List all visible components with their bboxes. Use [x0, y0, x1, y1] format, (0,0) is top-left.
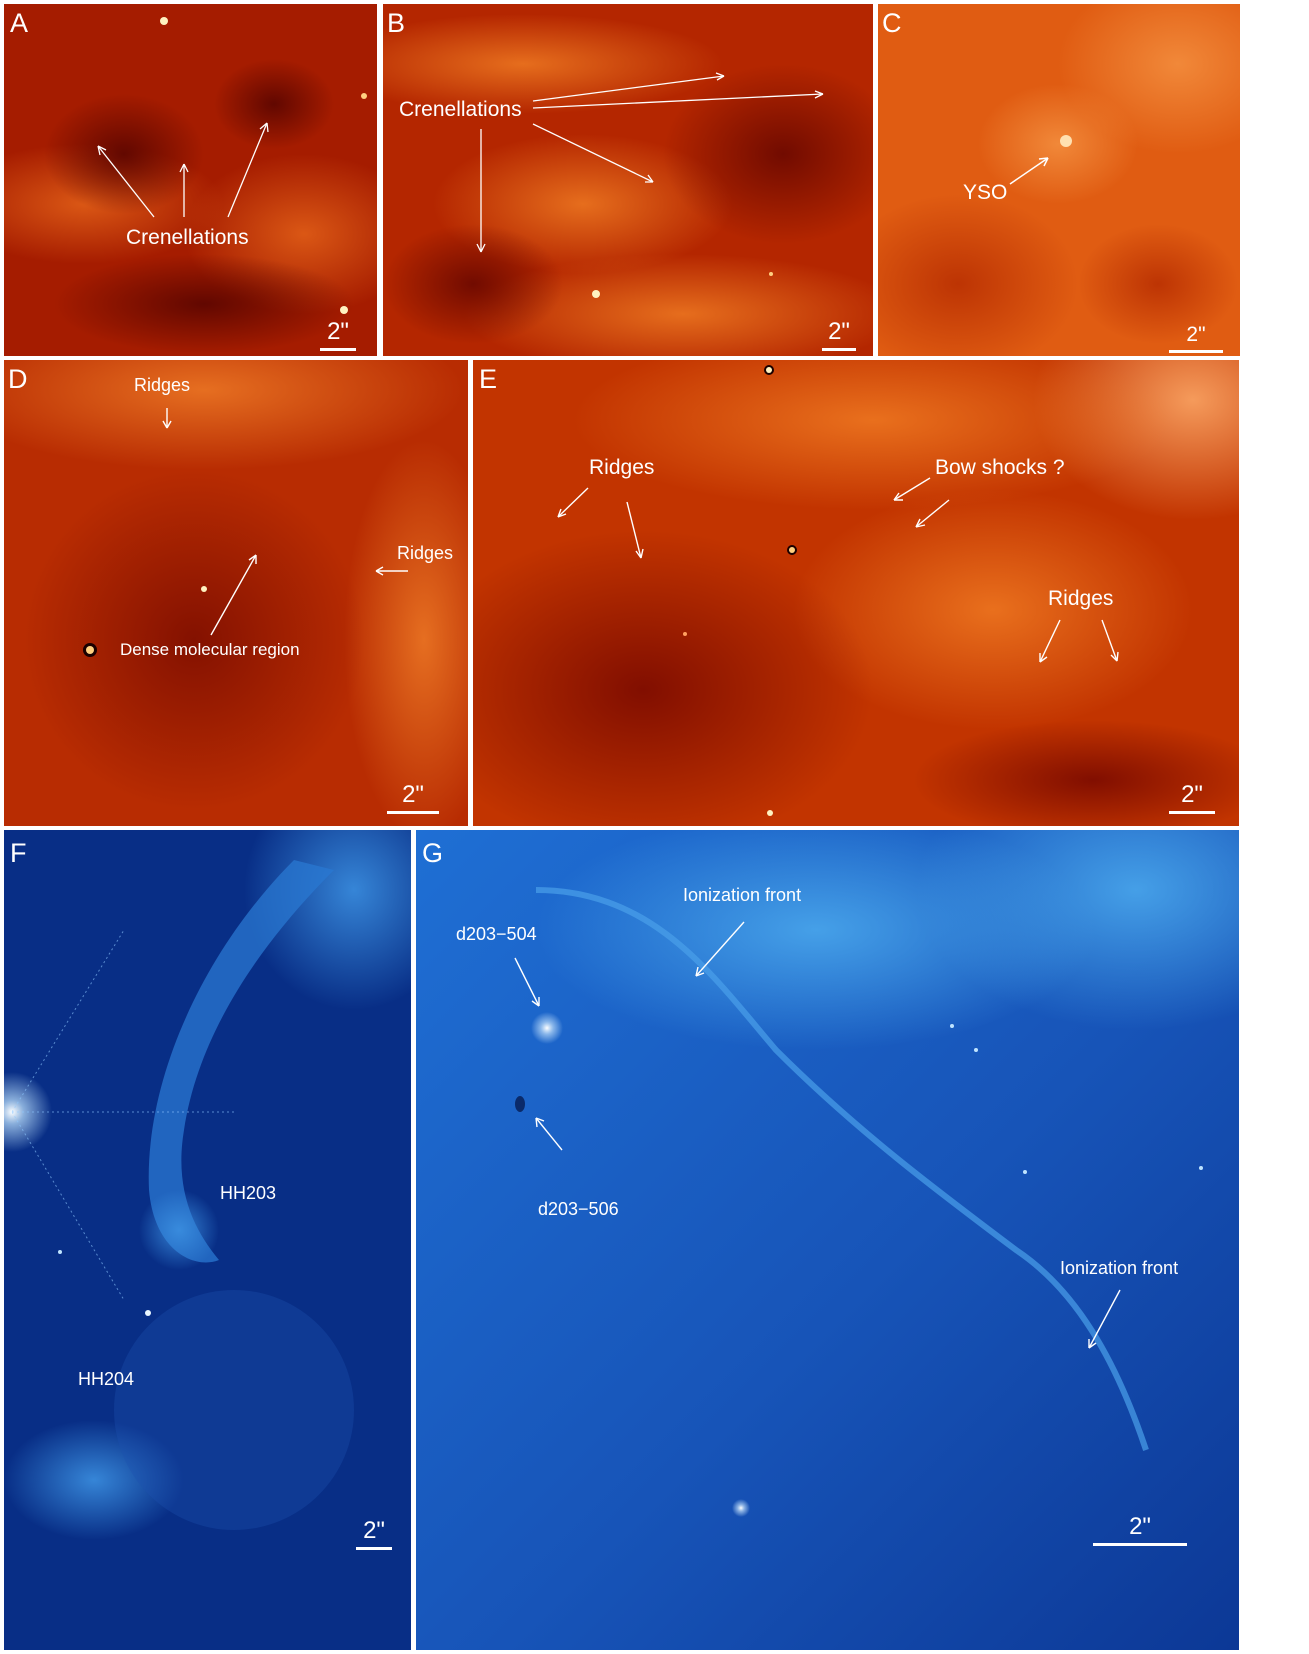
panel-f-image — [4, 830, 411, 1650]
annotation-hh203: HH203 — [220, 1183, 277, 1203]
scale-bar: 2" — [1092, 1515, 1188, 1546]
scale-bar: 2" — [1167, 783, 1217, 814]
scale-bar-label: 2" — [1129, 1513, 1151, 1540]
annotation-ionization-front: Ionization front — [1060, 1258, 1179, 1278]
annotation-yso: YSO — [963, 181, 1008, 204]
panel-d: D Ridges Ridges Dense molecular region 2… — [4, 360, 468, 826]
annotation-d203-504: d203−504 — [456, 924, 537, 944]
panel-e-label: E — [479, 364, 498, 394]
panel-c: C YSO 2" — [878, 4, 1240, 356]
panel-g: G Ionization front d203−504 d203−506 Ion… — [416, 830, 1239, 1650]
panel-a-image — [4, 4, 377, 356]
annotation-ridges: Ridges — [397, 543, 454, 563]
panel-g-label: G — [422, 838, 444, 868]
panel-d-label: D — [8, 364, 28, 394]
panel-a: A Crenellations 2" — [4, 4, 377, 356]
scale-bar-label: 2" — [327, 318, 349, 345]
annotation-ridges: Ridges — [1048, 587, 1114, 610]
panel-b-image — [383, 4, 873, 356]
scale-bar-label: 2" — [363, 1517, 385, 1544]
panel-f: F HH203 HH204 2" — [4, 830, 411, 1650]
panel-c-label: C — [882, 8, 902, 38]
scale-bar: 2" — [1168, 322, 1224, 353]
scale-bar-label: 2" — [1181, 781, 1203, 808]
annotation-ridges: Ridges — [589, 456, 655, 479]
scale-bar-label: 2" — [1186, 323, 1206, 346]
scale-bar: 2" — [318, 320, 358, 351]
panel-f-label: F — [10, 838, 27, 868]
panel-a-label: A — [10, 8, 29, 38]
annotation-hh204: HH204 — [78, 1369, 135, 1389]
scale-bar: 2" — [354, 1519, 394, 1550]
scale-bar: 2" — [385, 783, 441, 814]
scale-bar-label: 2" — [828, 318, 850, 345]
annotation-crenellations: Crenellations — [399, 98, 522, 121]
panel-d-image — [4, 360, 468, 826]
panel-g-image — [416, 830, 1239, 1650]
panel-e-image — [473, 360, 1239, 826]
panel-b-label: B — [387, 8, 406, 38]
annotation-ridges: Ridges — [134, 375, 191, 395]
annotation-bow-shocks: Bow shocks ? — [935, 456, 1065, 479]
scale-bar: 2" — [819, 320, 859, 351]
panel-c-image — [878, 4, 1240, 356]
panel-e: E Ridges Bow shocks ? Ridges 2" — [473, 360, 1239, 826]
annotation-dense-molecular-region: Dense molecular region — [120, 640, 300, 659]
annotation-d203-506: d203−506 — [538, 1199, 619, 1219]
annotation-crenellations: Crenellations — [126, 226, 249, 249]
annotation-ionization-front: Ionization front — [683, 885, 802, 905]
scale-bar-label: 2" — [402, 781, 424, 808]
panel-b: B Crenellations 2" — [383, 4, 873, 356]
